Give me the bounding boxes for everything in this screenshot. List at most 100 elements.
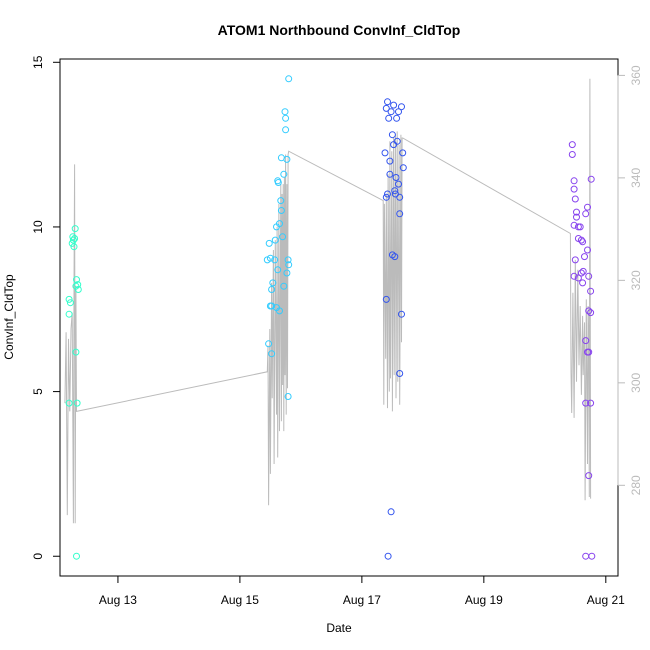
data-point <box>571 256 579 264</box>
data-point <box>390 101 398 109</box>
data-point <box>73 399 81 407</box>
data-point <box>284 256 292 264</box>
y2-tick-label: 340 <box>629 168 643 188</box>
data-point <box>588 552 596 560</box>
data-point <box>391 187 399 195</box>
data-point <box>579 279 587 287</box>
data-point <box>66 299 74 307</box>
data-point <box>574 274 582 282</box>
data-point <box>385 114 393 122</box>
data-point <box>582 210 590 218</box>
data-point <box>282 126 290 134</box>
data-point <box>384 98 391 106</box>
data-point <box>395 180 402 188</box>
data-point <box>69 236 77 244</box>
y2-tick-label: 360 <box>629 65 643 85</box>
data-point <box>581 253 588 261</box>
data-point <box>276 307 283 315</box>
plot-area-frame <box>59 58 619 577</box>
data-point <box>271 236 279 244</box>
x-tick-label: Aug 17 <box>343 593 381 607</box>
x-tick-label: Aug 15 <box>221 593 259 607</box>
points-layer <box>65 75 596 560</box>
data-point <box>387 108 395 116</box>
data-point <box>384 190 391 198</box>
x-tick-label: Aug 19 <box>465 593 503 607</box>
data-point <box>396 370 404 377</box>
data-point <box>587 287 595 295</box>
data-point <box>65 295 73 303</box>
data-point <box>283 269 291 277</box>
data-point <box>382 193 390 201</box>
y-axis-right: 280 300 320 340 360 <box>617 65 643 495</box>
data-point <box>269 279 277 287</box>
data-point <box>72 348 80 356</box>
data-point <box>398 103 405 111</box>
data-point <box>265 340 273 348</box>
data-point <box>585 472 593 480</box>
data-point <box>386 170 394 178</box>
data-point <box>281 108 289 116</box>
data-point <box>277 197 285 205</box>
x-tick-label: Aug 13 <box>99 593 137 607</box>
data-point <box>285 261 293 269</box>
data-point <box>268 350 276 358</box>
y-axis: 0 5 10 15 <box>31 55 61 560</box>
data-point <box>585 307 593 315</box>
data-point <box>282 114 290 122</box>
data-point <box>585 348 593 356</box>
data-point <box>271 256 279 264</box>
data-point <box>395 108 402 116</box>
data-point <box>576 223 584 231</box>
line-series-layer <box>64 78 592 524</box>
data-point <box>579 267 587 275</box>
data-point <box>70 243 78 251</box>
data-point <box>399 149 407 157</box>
y-tick-label: 10 <box>31 220 45 234</box>
x-axis: Aug 13 Aug 15 Aug 17 Aug 19 Aug 21 <box>99 575 625 607</box>
data-point <box>399 164 407 172</box>
data-point <box>393 114 401 122</box>
data-point <box>391 253 399 261</box>
data-point <box>276 220 283 228</box>
data-point <box>280 170 288 178</box>
data-point <box>584 203 591 211</box>
y-tick-label: 5 <box>31 388 45 395</box>
data-point <box>285 75 293 83</box>
series-line <box>64 78 592 524</box>
data-point <box>266 254 274 262</box>
data-point <box>73 552 80 560</box>
data-point <box>71 235 79 242</box>
data-point <box>268 302 276 310</box>
data-point <box>391 190 399 198</box>
data-point <box>265 239 273 247</box>
data-point <box>582 399 590 407</box>
data-point <box>284 393 292 400</box>
data-point <box>65 310 73 318</box>
data-point <box>582 337 590 345</box>
data-point <box>587 309 595 317</box>
y2-tick-label: 280 <box>629 475 643 495</box>
data-point <box>274 179 282 186</box>
data-point <box>396 193 404 201</box>
data-point <box>570 185 578 193</box>
data-point <box>393 137 401 145</box>
data-point <box>398 310 405 318</box>
data-point <box>283 155 291 163</box>
data-point <box>277 207 285 214</box>
data-point <box>386 157 394 165</box>
data-point <box>381 149 389 157</box>
data-point <box>382 104 390 112</box>
chart-title: ATOM1 Northbound ConvInf_CldTop <box>218 22 461 38</box>
data-point <box>71 225 79 233</box>
data-point <box>387 508 395 516</box>
data-point <box>573 213 580 221</box>
data-point <box>65 399 73 407</box>
data-point <box>587 399 595 407</box>
data-point <box>279 233 287 241</box>
y-tick-label: 15 <box>31 55 45 69</box>
y2-tick-label: 320 <box>629 270 643 290</box>
data-point <box>280 282 288 290</box>
data-point <box>384 552 392 560</box>
